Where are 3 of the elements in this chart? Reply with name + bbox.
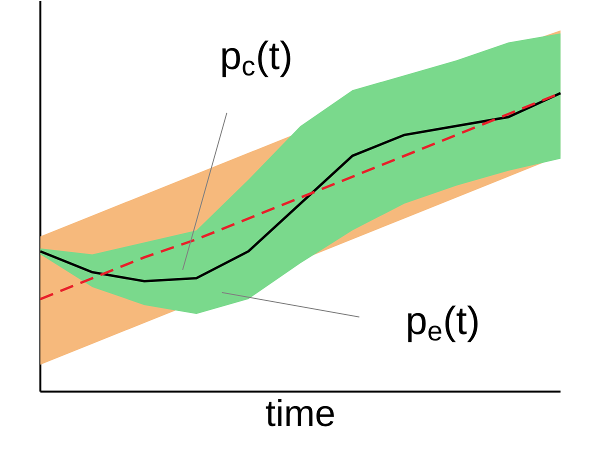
x-axis-title: time [266,399,334,427]
text: p$_{c}$(t) [222,40,290,78]
annotation: p$_{e}$(t) [408,306,478,342]
